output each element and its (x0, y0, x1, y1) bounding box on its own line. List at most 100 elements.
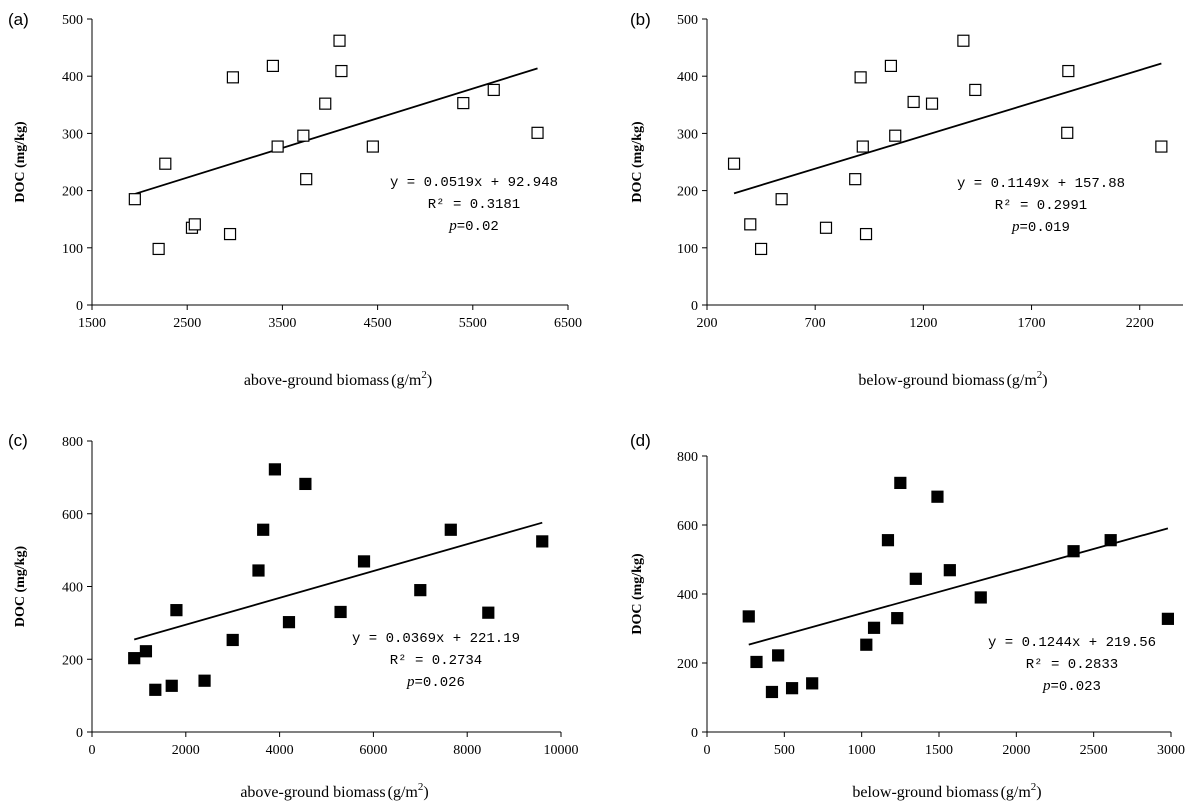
y-tick-label: 500 (62, 13, 83, 28)
p-symbol: p (1011, 219, 1020, 235)
p-symbol: p (448, 218, 457, 234)
y-tick-label: 200 (677, 657, 698, 672)
x-axis-unit: (g/m (391, 372, 422, 389)
data-point (165, 679, 178, 692)
x-tick-label: 5500 (459, 316, 487, 331)
data-point (806, 677, 819, 690)
y-tick-label: 500 (677, 13, 698, 28)
x-axis-title-text: above-ground biomass (244, 372, 389, 389)
x-tick-label: 700 (805, 316, 826, 331)
data-point (188, 218, 201, 231)
y-tick-label: 200 (62, 653, 83, 668)
data-point (266, 59, 279, 73)
p-value-number: =0.023 (1051, 679, 1101, 695)
data-point (957, 34, 970, 47)
x-tick-label: 2000 (1002, 743, 1030, 758)
data-point (884, 59, 898, 73)
x-axis-title-text: above-ground biomass (240, 784, 385, 801)
p-value-number: =0.02 (457, 219, 499, 235)
x-tick-label: 0 (704, 743, 711, 758)
x-axis-title-text: below-ground biomass (852, 784, 998, 801)
trendline (733, 62, 1162, 195)
data-point (414, 584, 427, 597)
data-point (907, 95, 920, 109)
x-tick-label: 10000 (544, 743, 579, 758)
data-point (252, 564, 265, 577)
x-tick-label: 1000 (848, 743, 876, 758)
data-point (727, 157, 741, 170)
data-point (299, 477, 312, 491)
y-tick-label: 200 (62, 185, 83, 200)
data-point (319, 97, 332, 110)
x-axis-title-text: below-ground biomass (858, 372, 1004, 389)
data-point (894, 476, 907, 490)
y-axis-title: DOC (mg/kg) (13, 546, 28, 628)
data-point (149, 683, 162, 696)
p-value: p=0.019 (1011, 219, 1070, 236)
data-point (1067, 545, 1080, 558)
y-tick-label: 600 (62, 508, 83, 523)
x-axis-unit: (g/m (388, 784, 419, 801)
data-point (444, 523, 457, 536)
data-point (335, 64, 348, 78)
y-tick-label: 200 (677, 185, 698, 200)
data-point (854, 71, 867, 84)
data-point (772, 649, 785, 662)
y-tick-label: 300 (62, 127, 83, 142)
data-point (223, 227, 237, 241)
y-tick-label: 400 (677, 70, 698, 85)
p-value: p=0.026 (406, 674, 465, 691)
x-axis-unit-superscript: 2 (1037, 369, 1043, 381)
data-point (1104, 534, 1117, 547)
r-squared: R² = 0.2991 (995, 198, 1087, 214)
y-tick-label: 400 (62, 70, 83, 85)
x-axis-unit-close: ) (427, 372, 432, 389)
p-value-number: =0.019 (1020, 220, 1070, 236)
x-axis-title: below-ground biomass (g/m2) (852, 781, 1041, 801)
trendline (748, 527, 1169, 646)
p-symbol: p (1042, 678, 1051, 694)
x-tick-label: 500 (774, 743, 795, 758)
panel-label: (b) (630, 10, 651, 29)
data-point (334, 605, 347, 619)
x-axis-title: above-ground biomass (g/m2) (244, 369, 432, 389)
r-squared: R² = 0.3181 (428, 197, 520, 213)
y-tick-label: 400 (62, 581, 83, 596)
data-point (152, 242, 165, 256)
data-point (742, 610, 755, 623)
data-point (867, 621, 881, 634)
y-tick-label: 800 (677, 450, 698, 465)
data-point (282, 616, 296, 629)
data-point (925, 97, 939, 110)
data-point (1061, 126, 1074, 139)
x-axis-unit: (g/m (1001, 784, 1032, 801)
data-point (226, 633, 239, 647)
data-point (457, 96, 470, 110)
data-point (482, 606, 495, 619)
data-point (974, 591, 987, 604)
y-tick-label: 0 (76, 726, 83, 741)
y-tick-label: 0 (691, 726, 698, 741)
trendline (133, 521, 543, 641)
x-tick-label: 2500 (173, 316, 201, 331)
data-point (765, 685, 779, 699)
regression-equation: y = 0.0369x + 221.19 (352, 631, 520, 647)
x-tick-label: 6500 (554, 316, 582, 331)
data-point (226, 71, 239, 84)
y-tick-label: 100 (677, 242, 698, 257)
x-tick-label: 1700 (1018, 316, 1046, 331)
x-tick-label: 8000 (453, 743, 481, 758)
x-tick-label: 0 (89, 743, 96, 758)
data-point (1161, 612, 1175, 625)
x-tick-label: 4500 (364, 316, 392, 331)
data-point (881, 534, 895, 547)
data-point (750, 655, 763, 669)
x-axis-unit-superscript: 2 (421, 369, 427, 381)
data-point (859, 227, 873, 241)
panel-label: (c) (8, 431, 28, 450)
data-point (128, 193, 141, 206)
x-axis-unit-superscript: 2 (1031, 781, 1037, 793)
data-point (1155, 140, 1168, 153)
x-axis-title: below-ground biomass (g/m2) (858, 369, 1047, 389)
